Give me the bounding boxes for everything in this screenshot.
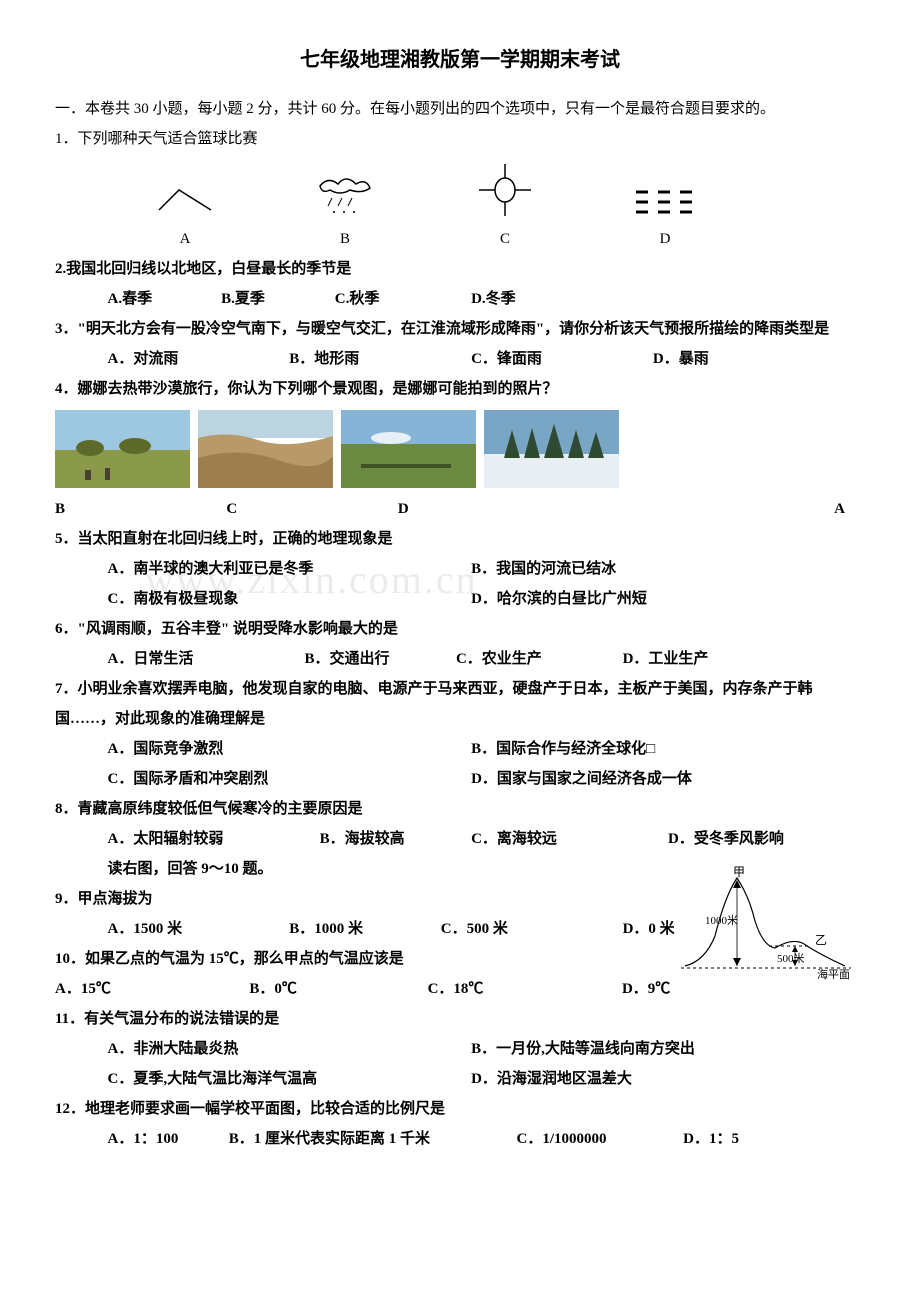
q2-d: D.冬季 <box>471 284 623 314</box>
mountain-icon <box>155 182 215 218</box>
q2-c: C.秋季 <box>335 284 471 314</box>
svg-text:海平面: 海平面 <box>817 967 850 981</box>
q3-options: A．对流雨 B．地形雨 C．锋面雨 D．暴雨 <box>55 344 865 374</box>
q8-b: B．海拔较高 <box>320 824 472 854</box>
page-title: 七年级地理湘教版第一学期期末考试 <box>55 40 865 80</box>
q12-b: B．1 厘米代表实际距离 1 千米 <box>229 1124 517 1154</box>
q10-a: A．15℃ <box>55 974 249 1004</box>
savanna-photo <box>55 410 190 488</box>
q6-d: D．工业生产 <box>623 644 790 674</box>
q9-b: B．1000 米 <box>289 914 441 944</box>
q6-text: 6．"风调雨顺，五谷丰登" 说明受降水影响最大的是 <box>55 614 865 644</box>
grassland-photo <box>341 410 476 488</box>
q7-text: 7．小明业余喜欢摆弄电脑，他发现自家的电脑、电源产于马来西亚，硬盘产于日本，主板… <box>55 674 865 734</box>
q3-b: B．地形雨 <box>289 344 471 374</box>
q4-images <box>55 410 865 488</box>
q4-text: 4．娜娜去热带沙漠旅行，你认为下列哪个景观图，是娜娜可能拍到的照片？ <box>55 374 865 404</box>
q11-options-2: C．夏季,大陆气温比海洋气温高 D．沿海湿润地区温差大 <box>55 1064 865 1094</box>
q8-text: 8．青藏高原纬度较低但气候寒冷的主要原因是 <box>55 794 865 824</box>
q7-options-2: C．国际矛盾和冲突剧烈 D．国家与国家之间经济各成一体 <box>55 764 865 794</box>
opt-b-label: B <box>265 224 425 254</box>
q5-b: B．我国的河流已结冰 <box>471 554 835 584</box>
q11-a: A．非洲大陆最炎热 <box>108 1034 472 1064</box>
q6-options: A．日常生活 B．交通出行 C．农业生产 D．工业生产 <box>55 644 865 674</box>
q2-a: A.春季 <box>108 284 222 314</box>
q7-d: D．国家与国家之间经济各成一体 <box>471 764 835 794</box>
opt-d-label: D <box>585 224 745 254</box>
q11-options-1: A．非洲大陆最炎热 B．一月份,大陆等温线向南方突出 <box>55 1034 865 1064</box>
q1-labels: A B C D <box>55 224 865 254</box>
intro-text: 一．本卷共 30 小题，每小题 2 分，共计 60 分。在每小题列出的四个选项中… <box>55 94 865 124</box>
q4-b: B <box>55 494 226 524</box>
q5-options-1: A．南半球的澳大利亚已是冬季 B．我国的河流已结冰 <box>55 554 865 584</box>
q5-text: 5．当太阳直射在北回归线上时，正确的地理现象是 <box>55 524 865 554</box>
desert-photo <box>198 410 333 488</box>
q3-text: 3．"明天北方会有一股冷空气南下，与暖空气交汇，在江淮流域形成降雨"，请你分析该… <box>55 314 865 344</box>
q10-b: B．0℃ <box>249 974 427 1004</box>
q1-text: 1．下列哪种天气适合篮球比赛 <box>55 124 865 154</box>
q4-d: D <box>398 494 569 524</box>
q9-a: A．1500 米 <box>108 914 290 944</box>
q8-c: C．离海较远 <box>471 824 668 854</box>
q2-text: 2.我国北回归线以北地区，白昼最长的季节是 <box>55 254 865 284</box>
forest-snow-photo <box>484 410 619 488</box>
q3-c: C．锋面雨 <box>471 344 653 374</box>
q7-b: B．国际合作与经济全球化□ <box>471 734 835 764</box>
opt-a-label: A <box>105 224 265 254</box>
q11-d: D．沿海湿润地区温差大 <box>471 1064 835 1094</box>
q7-c: C．国际矛盾和冲突剧烈 <box>108 764 472 794</box>
q11-b: B．一月份,大陆等温线向南方突出 <box>471 1034 835 1064</box>
q3-a: A．对流雨 <box>108 344 290 374</box>
q5-a: A．南半球的澳大利亚已是冬季 <box>108 554 472 584</box>
opt-c-label: C <box>425 224 585 254</box>
q2-options: A.春季 B.夏季 C.秋季 D.冬季 <box>55 284 865 314</box>
q12-d: D．1：5 <box>683 1124 789 1154</box>
svg-text:乙: 乙 <box>815 933 827 947</box>
q8-a: A．太阳辐射较弱 <box>108 824 320 854</box>
q4-c: C <box>226 494 397 524</box>
q11-c: C．夏季,大陆气温比海洋气温高 <box>108 1064 472 1094</box>
fog-icon <box>630 182 700 218</box>
q8-options: A．太阳辐射较弱 B．海拔较高 C．离海较远 D．受冬季风影响 <box>55 824 865 854</box>
q12-a: A．1：100 <box>108 1124 229 1154</box>
q1-icons <box>55 154 865 224</box>
q5-options-2: C．南极有极昼现象 D．哈尔滨的白昼比广州短 <box>55 584 865 614</box>
q12-c: C．1/1000000 <box>517 1124 684 1154</box>
q5-c: C．南极有极昼现象 <box>108 584 472 614</box>
q12-options: A．1：100 B．1 厘米代表实际距离 1 千米 C．1/1000000 D．… <box>55 1124 865 1154</box>
q4-labels2: B C D <box>55 494 834 524</box>
q9-c: C．500 米 <box>441 914 623 944</box>
q6-a: A．日常生活 <box>108 644 305 674</box>
q6-b: B．交通出行 <box>304 644 456 674</box>
mountain-diagram: 甲 乙 1000米 500米 海平面 <box>675 866 855 986</box>
svg-text:甲: 甲 <box>733 866 745 879</box>
q3-d: D．暴雨 <box>653 344 835 374</box>
q11-text: 11．有关气温分布的说法错误的是 <box>55 1004 865 1034</box>
q5-d: D．哈尔滨的白昼比广州短 <box>471 584 835 614</box>
sunny-icon <box>475 162 535 218</box>
svg-text:1000米: 1000米 <box>705 914 738 927</box>
q8-d: D．受冬季风影响 <box>668 824 850 854</box>
q2-b: B.夏季 <box>221 284 335 314</box>
q7-options-1: A．国际竞争激烈 B．国际合作与经济全球化□ <box>55 734 865 764</box>
q6-c: C．农业生产 <box>456 644 623 674</box>
q7-a: A．国际竞争激烈 <box>108 734 472 764</box>
q10-c: C．18℃ <box>428 974 622 1004</box>
q12-text: 12．地理老师要求画一幅学校平面图，比较合适的比例尺是 <box>55 1094 865 1124</box>
rain-icon <box>312 172 378 218</box>
svg-text:500米: 500米 <box>777 952 805 965</box>
